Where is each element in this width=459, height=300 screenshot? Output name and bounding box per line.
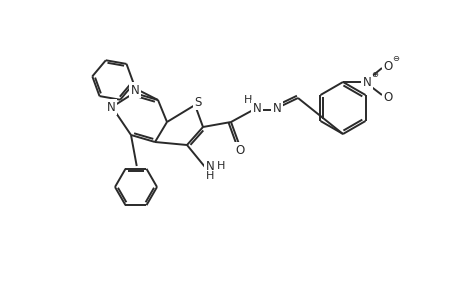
Text: O: O (382, 91, 392, 103)
Text: N: N (205, 160, 214, 172)
Text: S: S (194, 95, 201, 109)
Text: O: O (235, 143, 244, 157)
Text: N: N (252, 101, 261, 115)
Text: H: H (216, 161, 225, 171)
Text: N: N (362, 76, 370, 88)
Text: N: N (130, 83, 139, 97)
Text: O: O (382, 59, 392, 73)
Text: N: N (106, 100, 115, 113)
Text: ⊖: ⊖ (392, 53, 398, 62)
Text: N: N (272, 101, 281, 115)
Text: ⊕: ⊕ (371, 70, 378, 79)
Text: H: H (205, 171, 214, 181)
Text: H: H (243, 95, 252, 105)
